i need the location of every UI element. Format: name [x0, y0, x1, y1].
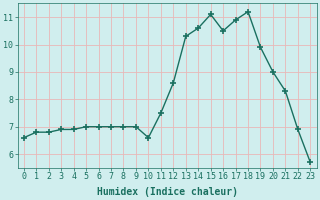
X-axis label: Humidex (Indice chaleur): Humidex (Indice chaleur) [97, 186, 237, 197]
